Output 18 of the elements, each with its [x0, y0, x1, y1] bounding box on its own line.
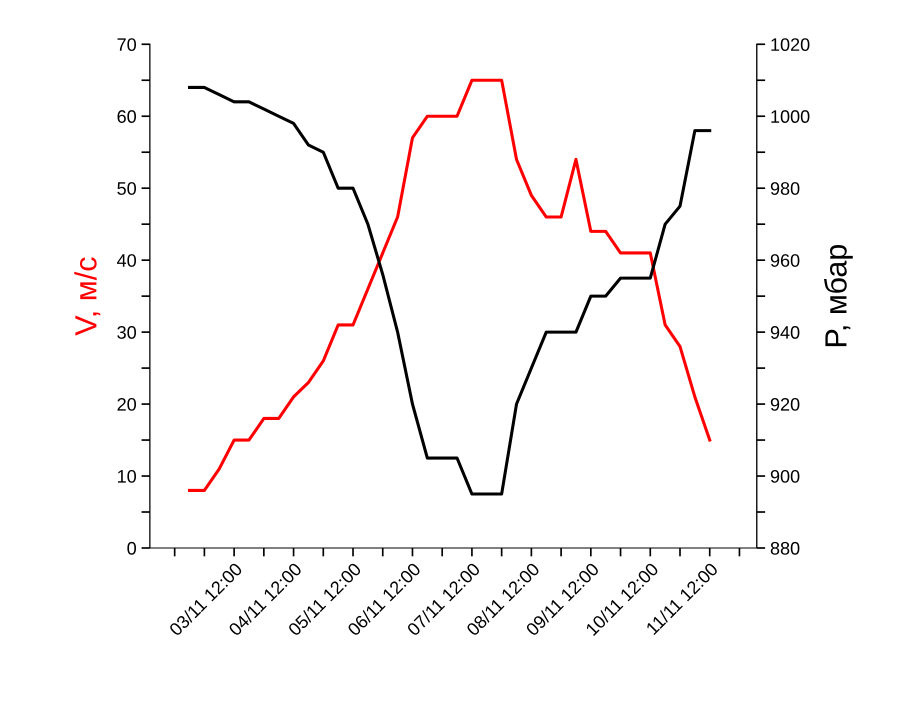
y2-tick-label: 920	[770, 398, 800, 411]
y-tick-label: 20	[118, 398, 136, 411]
y-tick-label: 60	[118, 110, 136, 123]
y2-tick-label: 980	[770, 182, 800, 195]
y2-tick-label: 960	[770, 254, 800, 267]
y-tick-label: 10	[118, 470, 136, 483]
y-tick-label: 50	[117, 182, 136, 195]
y2-tick-label: 940	[770, 326, 800, 339]
y2-axis-title: P, мбар	[824, 244, 853, 346]
y2-tick-label: 900	[770, 470, 800, 483]
y-tick-label: 70	[118, 38, 136, 51]
y2-tick-label: 1020	[771, 38, 810, 51]
y2-tick-label: 880	[770, 542, 800, 555]
y-tick-label: 0	[127, 542, 136, 555]
y2-tick-label: 1000	[771, 110, 810, 123]
y-tick-label: 40	[117, 254, 136, 267]
y-tick-label: 30	[117, 326, 136, 339]
y-axis-title: V, м/с	[74, 257, 100, 336]
